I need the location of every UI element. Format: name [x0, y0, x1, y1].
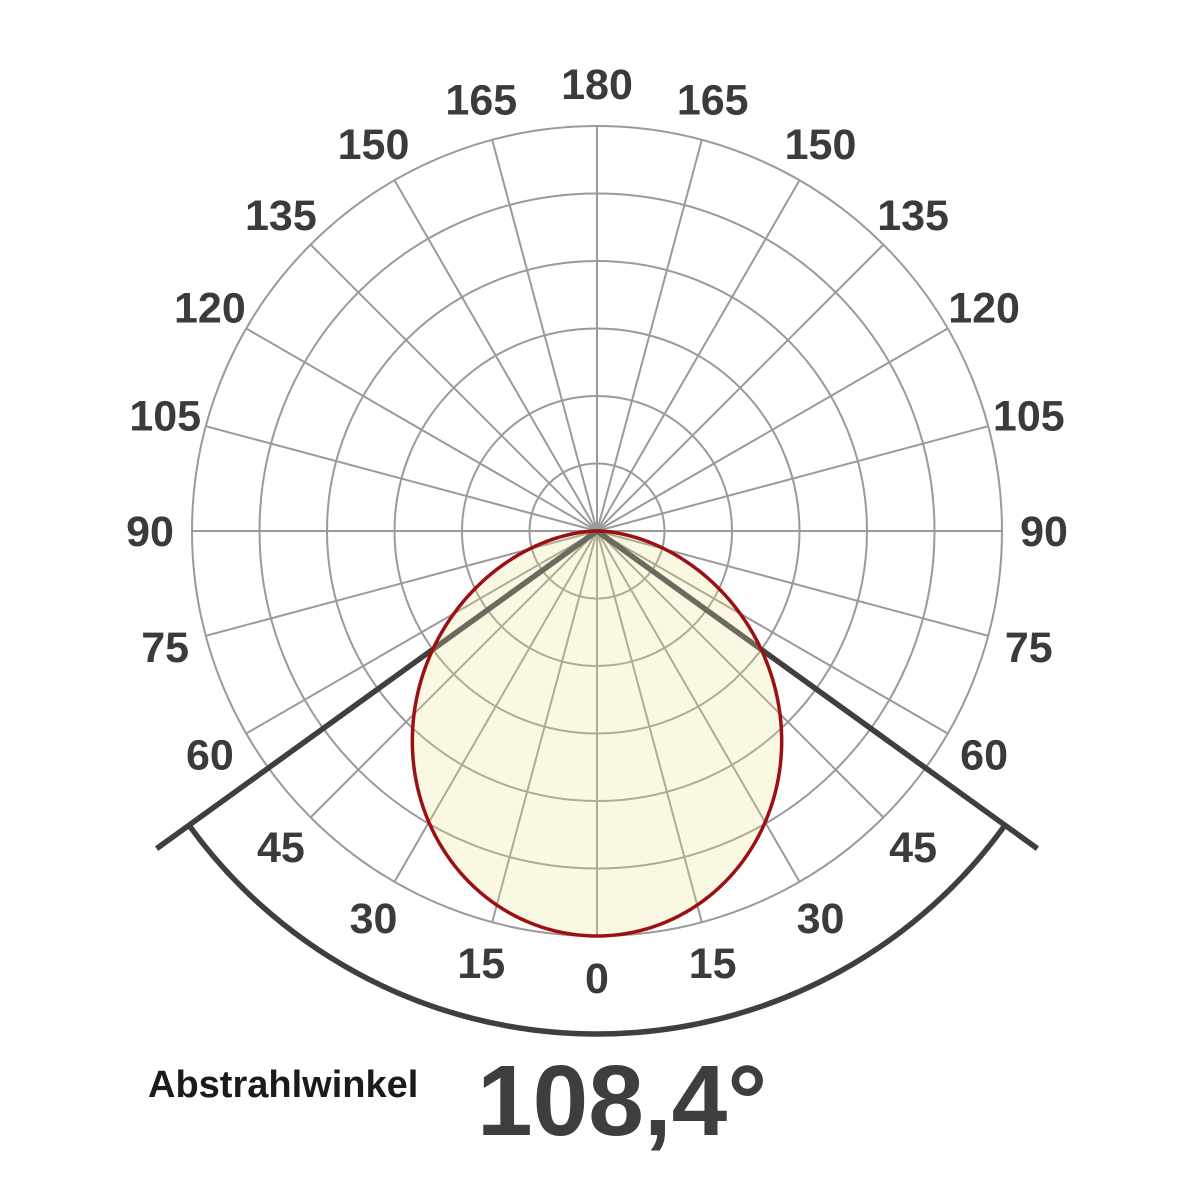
beam-angle-caption: Abstrahlwinkel: [148, 1064, 418, 1106]
angle-tick-label: 75: [141, 624, 189, 672]
beam-angle-value: 108,4°: [477, 1045, 767, 1157]
angle-tick-label: 135: [877, 192, 949, 240]
beam-limit-line-inner-right: [595, 528, 763, 652]
angle-tick-label: 75: [1005, 624, 1053, 672]
angle-tick-label: 15: [457, 940, 505, 988]
beam-limit-line-outer-left: [154, 647, 435, 851]
angle-tick-label: 15: [689, 940, 737, 988]
angle-tick-labels: 0 15 15 30 30 45 45 60 60 75 75 90 90 105 105 120 120 135…: [126, 61, 1068, 1003]
angle-tick-label: 105: [993, 392, 1065, 440]
angle-tick-label: 30: [350, 895, 398, 943]
angle-tick-label: 150: [338, 121, 410, 169]
polar-chart-layers: 0 15 15 30 30 45 45 60 60 75 75 90 90 105 105 120 120 135…: [126, 61, 1068, 1037]
angle-tick-label: 165: [677, 76, 749, 124]
angle-tick-label: 180: [561, 61, 633, 109]
angle-tick-label: 165: [445, 76, 517, 124]
angle-tick-label: 45: [257, 824, 305, 872]
angle-tick-label: 30: [797, 895, 845, 943]
intensity-curve-outline: [410, 529, 784, 938]
beam-limit-line-outer-right: [759, 647, 1040, 851]
angle-tick-label: 105: [129, 392, 201, 440]
angle-tick-label: 90: [1020, 508, 1068, 556]
angle-tick-label: 150: [785, 121, 857, 169]
angle-tick-label: 120: [174, 285, 246, 333]
angle-tick-label: 60: [186, 732, 234, 780]
angle-tick-label: 90: [126, 508, 174, 556]
angle-tick-label: 45: [889, 824, 937, 872]
beam-limit-line-inner-left: [431, 528, 599, 652]
beam-angle-arc: [186, 823, 1008, 1037]
angle-tick-label: 135: [245, 192, 317, 240]
angle-tick-label: 0: [585, 955, 609, 1003]
angle-tick-label: 60: [960, 732, 1008, 780]
angle-tick-label: 120: [948, 285, 1020, 333]
